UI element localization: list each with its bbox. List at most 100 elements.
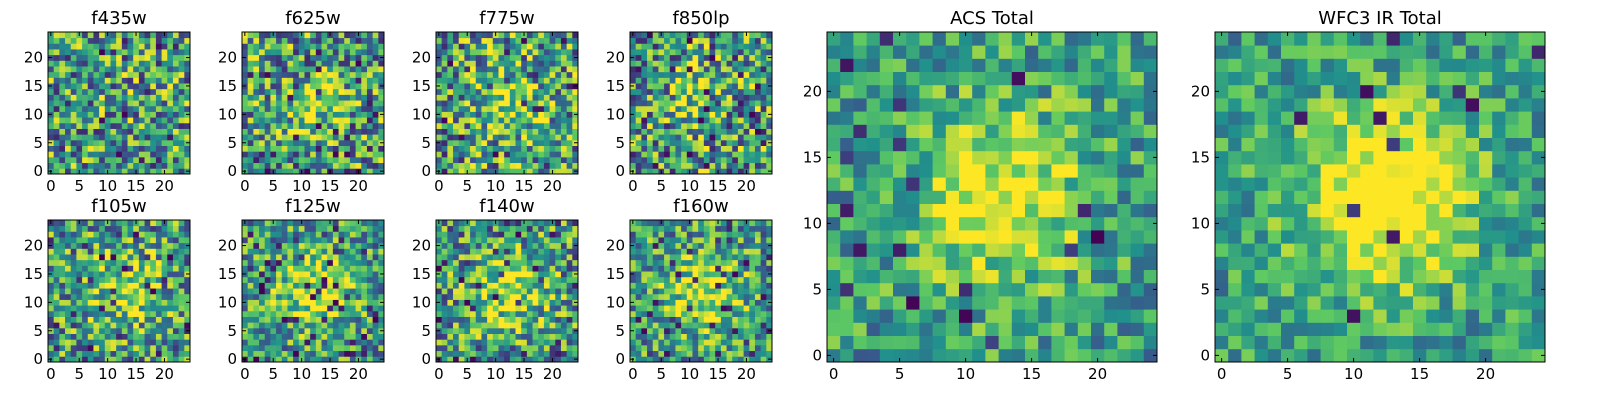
heatmap-cell (436, 66, 443, 73)
heatmap-cell (48, 156, 55, 164)
heatmap-cell (259, 271, 266, 278)
heatmap-cell (549, 66, 556, 73)
heatmap-cell (53, 254, 60, 261)
heatmap-cell (555, 145, 562, 152)
heatmap-cell (167, 151, 174, 158)
heatmap-cell (543, 117, 550, 124)
heatmap-cell (743, 310, 750, 317)
heatmap-cell (372, 145, 379, 152)
heatmap-cell (70, 327, 77, 334)
heatmap-cell (338, 327, 345, 334)
heatmap-cell (560, 293, 568, 300)
heatmap-cell (304, 248, 311, 255)
heatmap-cell (566, 293, 573, 300)
heatmap-cell (327, 162, 334, 169)
heatmap-cell (361, 350, 368, 357)
heatmap-cell (378, 66, 385, 73)
heatmap-cell (538, 77, 545, 84)
heatmap-cell (487, 60, 494, 67)
heatmap-cell (172, 54, 180, 61)
heatmap-cell (560, 327, 568, 334)
heatmap-cell (121, 282, 128, 289)
heatmap-cell (310, 134, 317, 141)
heatmap-cell (344, 49, 351, 56)
heatmap-cell (504, 49, 511, 56)
x-tick-label: 20 (543, 177, 562, 195)
heatmap-cell (327, 259, 334, 266)
heatmap-cell (475, 49, 482, 56)
heatmap-cell (470, 32, 477, 39)
heatmap-cell (372, 66, 379, 73)
heatmap-cell (104, 100, 111, 107)
heatmap-cell (543, 350, 550, 357)
heatmap-cell (492, 333, 499, 340)
heatmap-cell (458, 77, 465, 84)
heatmap-cell (287, 49, 294, 56)
heatmap-cell (669, 37, 676, 44)
heatmap-cell (635, 145, 642, 152)
heatmap-cell (492, 299, 499, 306)
heatmap-cell (630, 71, 637, 78)
heatmap-cell (344, 94, 351, 101)
heatmap-cell (344, 259, 351, 266)
heatmap-cell (76, 77, 83, 84)
heatmap-cell (259, 37, 266, 44)
heatmap-cell (555, 242, 562, 249)
heatmap-cell (504, 265, 511, 272)
heatmap-cell (481, 350, 488, 357)
heatmap-cell (247, 37, 254, 44)
heatmap-cell (378, 100, 385, 107)
heatmap-cell (538, 259, 545, 266)
heatmap-cell (498, 225, 505, 232)
heatmap-cell (447, 100, 454, 107)
heatmap-cell (293, 66, 300, 73)
heatmap-cell (481, 77, 488, 84)
heatmap-cell (560, 276, 568, 283)
heatmap-cell (104, 94, 111, 101)
heatmap-cell (709, 322, 716, 329)
heatmap-cell (59, 282, 66, 289)
heatmap-cell (53, 100, 60, 107)
heatmap-cell (709, 117, 716, 124)
heatmap-cell (720, 322, 727, 329)
heatmap-cell (259, 83, 266, 90)
heatmap-cell (754, 145, 762, 152)
heatmap-cell (509, 94, 516, 101)
heatmap-cell (281, 162, 288, 169)
heatmap-cell (470, 305, 477, 312)
heatmap-cell (304, 100, 311, 107)
heatmap-cell (715, 54, 722, 61)
heatmap-cell (715, 339, 722, 346)
heatmap-cell (498, 248, 505, 255)
heatmap-cell (161, 305, 168, 312)
heatmap-cell (127, 305, 134, 312)
y-tick-label: 20 (24, 49, 43, 67)
heatmap-cell (178, 305, 185, 312)
heatmap-cell (127, 310, 134, 317)
heatmap-cell (532, 339, 539, 346)
heatmap-cell (652, 310, 659, 317)
heatmap-cell (675, 66, 682, 73)
heatmap-cell (720, 339, 727, 346)
heatmap-cell (327, 299, 334, 306)
heatmap-cell (464, 350, 471, 357)
heatmap-cell (270, 71, 277, 78)
heatmap-cell (366, 316, 374, 323)
heatmap-cell (247, 128, 254, 135)
heatmap-cell (760, 83, 767, 90)
heatmap-cell (287, 288, 294, 295)
heatmap-cell (276, 117, 283, 124)
heatmap-cell (167, 139, 174, 146)
heatmap-cell (242, 310, 249, 317)
heatmap-cell (372, 344, 379, 352)
heatmap-cell (509, 220, 516, 227)
heatmap-cell (447, 145, 454, 152)
heatmap-cell (59, 122, 66, 129)
heatmap-cell (686, 276, 693, 283)
heatmap-cell (481, 344, 488, 352)
heatmap-cell (150, 333, 157, 340)
heatmap-cell (70, 105, 77, 112)
heatmap-cell (144, 151, 151, 158)
heatmap-cell (264, 237, 271, 244)
heatmap-cell (104, 305, 111, 312)
